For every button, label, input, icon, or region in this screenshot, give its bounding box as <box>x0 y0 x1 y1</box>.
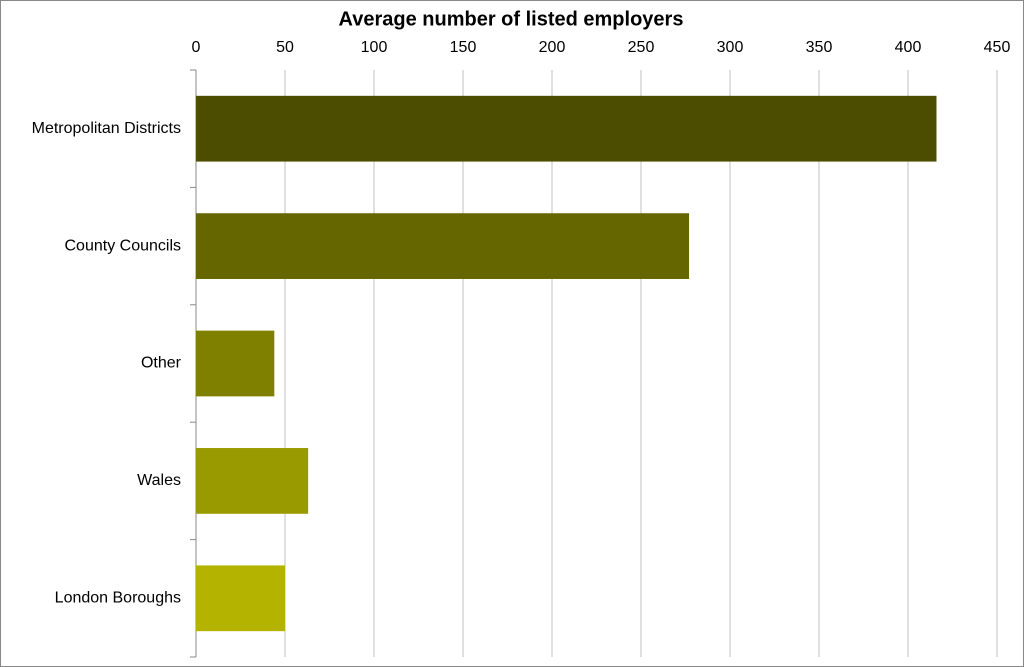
y-tick-label: London Boroughs <box>55 590 181 607</box>
x-tick-label: 200 <box>539 39 566 56</box>
x-tick-label: 250 <box>628 39 655 56</box>
x-tick-label: 400 <box>895 39 922 56</box>
x-tick-label: 450 <box>984 39 1011 56</box>
bar <box>196 330 275 397</box>
x-tick-label: 350 <box>806 39 833 56</box>
x-tick-label: 0 <box>192 39 201 56</box>
bar <box>196 448 309 514</box>
y-tick-label: Metropolitan Districts <box>32 120 181 137</box>
y-tick-label: Other <box>141 355 182 372</box>
x-tick-label: 300 <box>717 39 744 56</box>
chart-title: Average number of listed employers <box>339 8 684 30</box>
x-tick-label: 50 <box>276 39 294 56</box>
y-tick-label: County Councils <box>65 237 182 254</box>
bar <box>196 95 937 162</box>
x-tick-label: 150 <box>450 39 477 56</box>
x-tick-label: 100 <box>361 39 388 56</box>
y-tick-label: Wales <box>137 472 181 489</box>
bar <box>196 565 285 632</box>
bar <box>196 213 690 279</box>
